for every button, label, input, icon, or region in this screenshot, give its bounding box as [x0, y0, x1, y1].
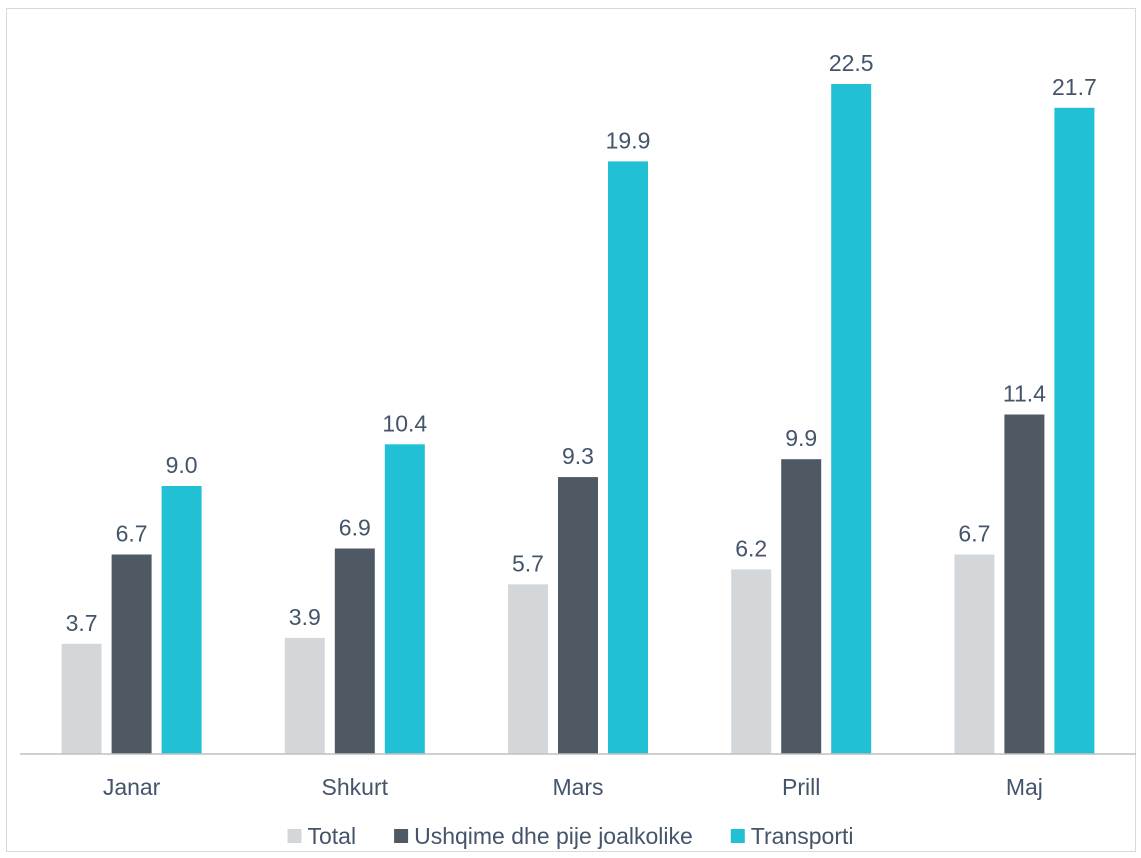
legend-item-2: Transporti [730, 823, 854, 849]
bar-prill-series-0 [731, 569, 772, 754]
bars-group [61, 84, 1095, 755]
bar-janar-series-0 [61, 643, 102, 754]
bar-prill-series-1 [781, 459, 822, 754]
legend-swatch [394, 829, 409, 843]
data-label: 21.7 [1052, 74, 1097, 100]
category-labels-group: Janar Shkurt Mars Prill Maj [103, 774, 1043, 800]
category-label-shkurt: Shkurt [322, 774, 389, 800]
category-label-maj: Maj [1006, 774, 1043, 800]
bar-maj-series-1 [1004, 414, 1045, 754]
data-label: 5.7 [512, 550, 544, 576]
legend-label: Transporti [751, 823, 854, 849]
data-label: 6.2 [735, 535, 767, 561]
data-label: 3.7 [66, 610, 98, 636]
data-label: 22.5 [829, 50, 874, 76]
data-label: 19.9 [606, 127, 651, 153]
data-label: 6.7 [958, 521, 990, 547]
bar-shkurt-series-1 [334, 548, 375, 754]
data-labels-group: 3.7 6.7 9.0 3.9 6.9 10.4 5.7 9.3 19.9 6.2 9.9 22.5 6… [66, 50, 1097, 636]
legend-label: Ushqime dhe pije joalkolike [414, 823, 693, 849]
legend-swatch [730, 829, 745, 843]
bar-mars-series-2 [608, 161, 648, 754]
data-label: 3.9 [289, 604, 321, 630]
bar-shkurt-series-2 [384, 444, 425, 754]
data-label: 6.7 [116, 521, 148, 547]
legend-item-1: Ushqime dhe pije joalkolike [394, 823, 693, 849]
legend-swatch [287, 829, 302, 843]
bar-maj-series-0 [954, 554, 995, 754]
bar-janar-series-1 [111, 554, 152, 754]
data-label: 6.9 [339, 515, 371, 541]
data-label: 9.0 [166, 452, 198, 478]
bar-shkurt-series-0 [284, 637, 325, 754]
category-label-mars: Mars [552, 774, 603, 800]
legend-item-0: Total [287, 823, 357, 849]
data-label: 9.9 [785, 425, 817, 451]
data-label: 11.4 [1003, 381, 1046, 407]
category-label-prill: Prill [782, 774, 820, 800]
bar-janar-series-2 [161, 486, 202, 754]
bar-maj-series-2 [1054, 107, 1095, 755]
legend-label: Total [308, 823, 357, 849]
bar-prill-series-2 [831, 84, 872, 754]
data-label: 10.4 [382, 410, 427, 436]
legend: Total Ushqime dhe pije joalkolike Transpor… [287, 823, 854, 849]
category-label-janar: Janar [103, 774, 161, 800]
bar-mars-series-0 [508, 584, 548, 754]
data-label: 9.3 [562, 443, 594, 469]
bar-mars-series-1 [558, 477, 598, 754]
